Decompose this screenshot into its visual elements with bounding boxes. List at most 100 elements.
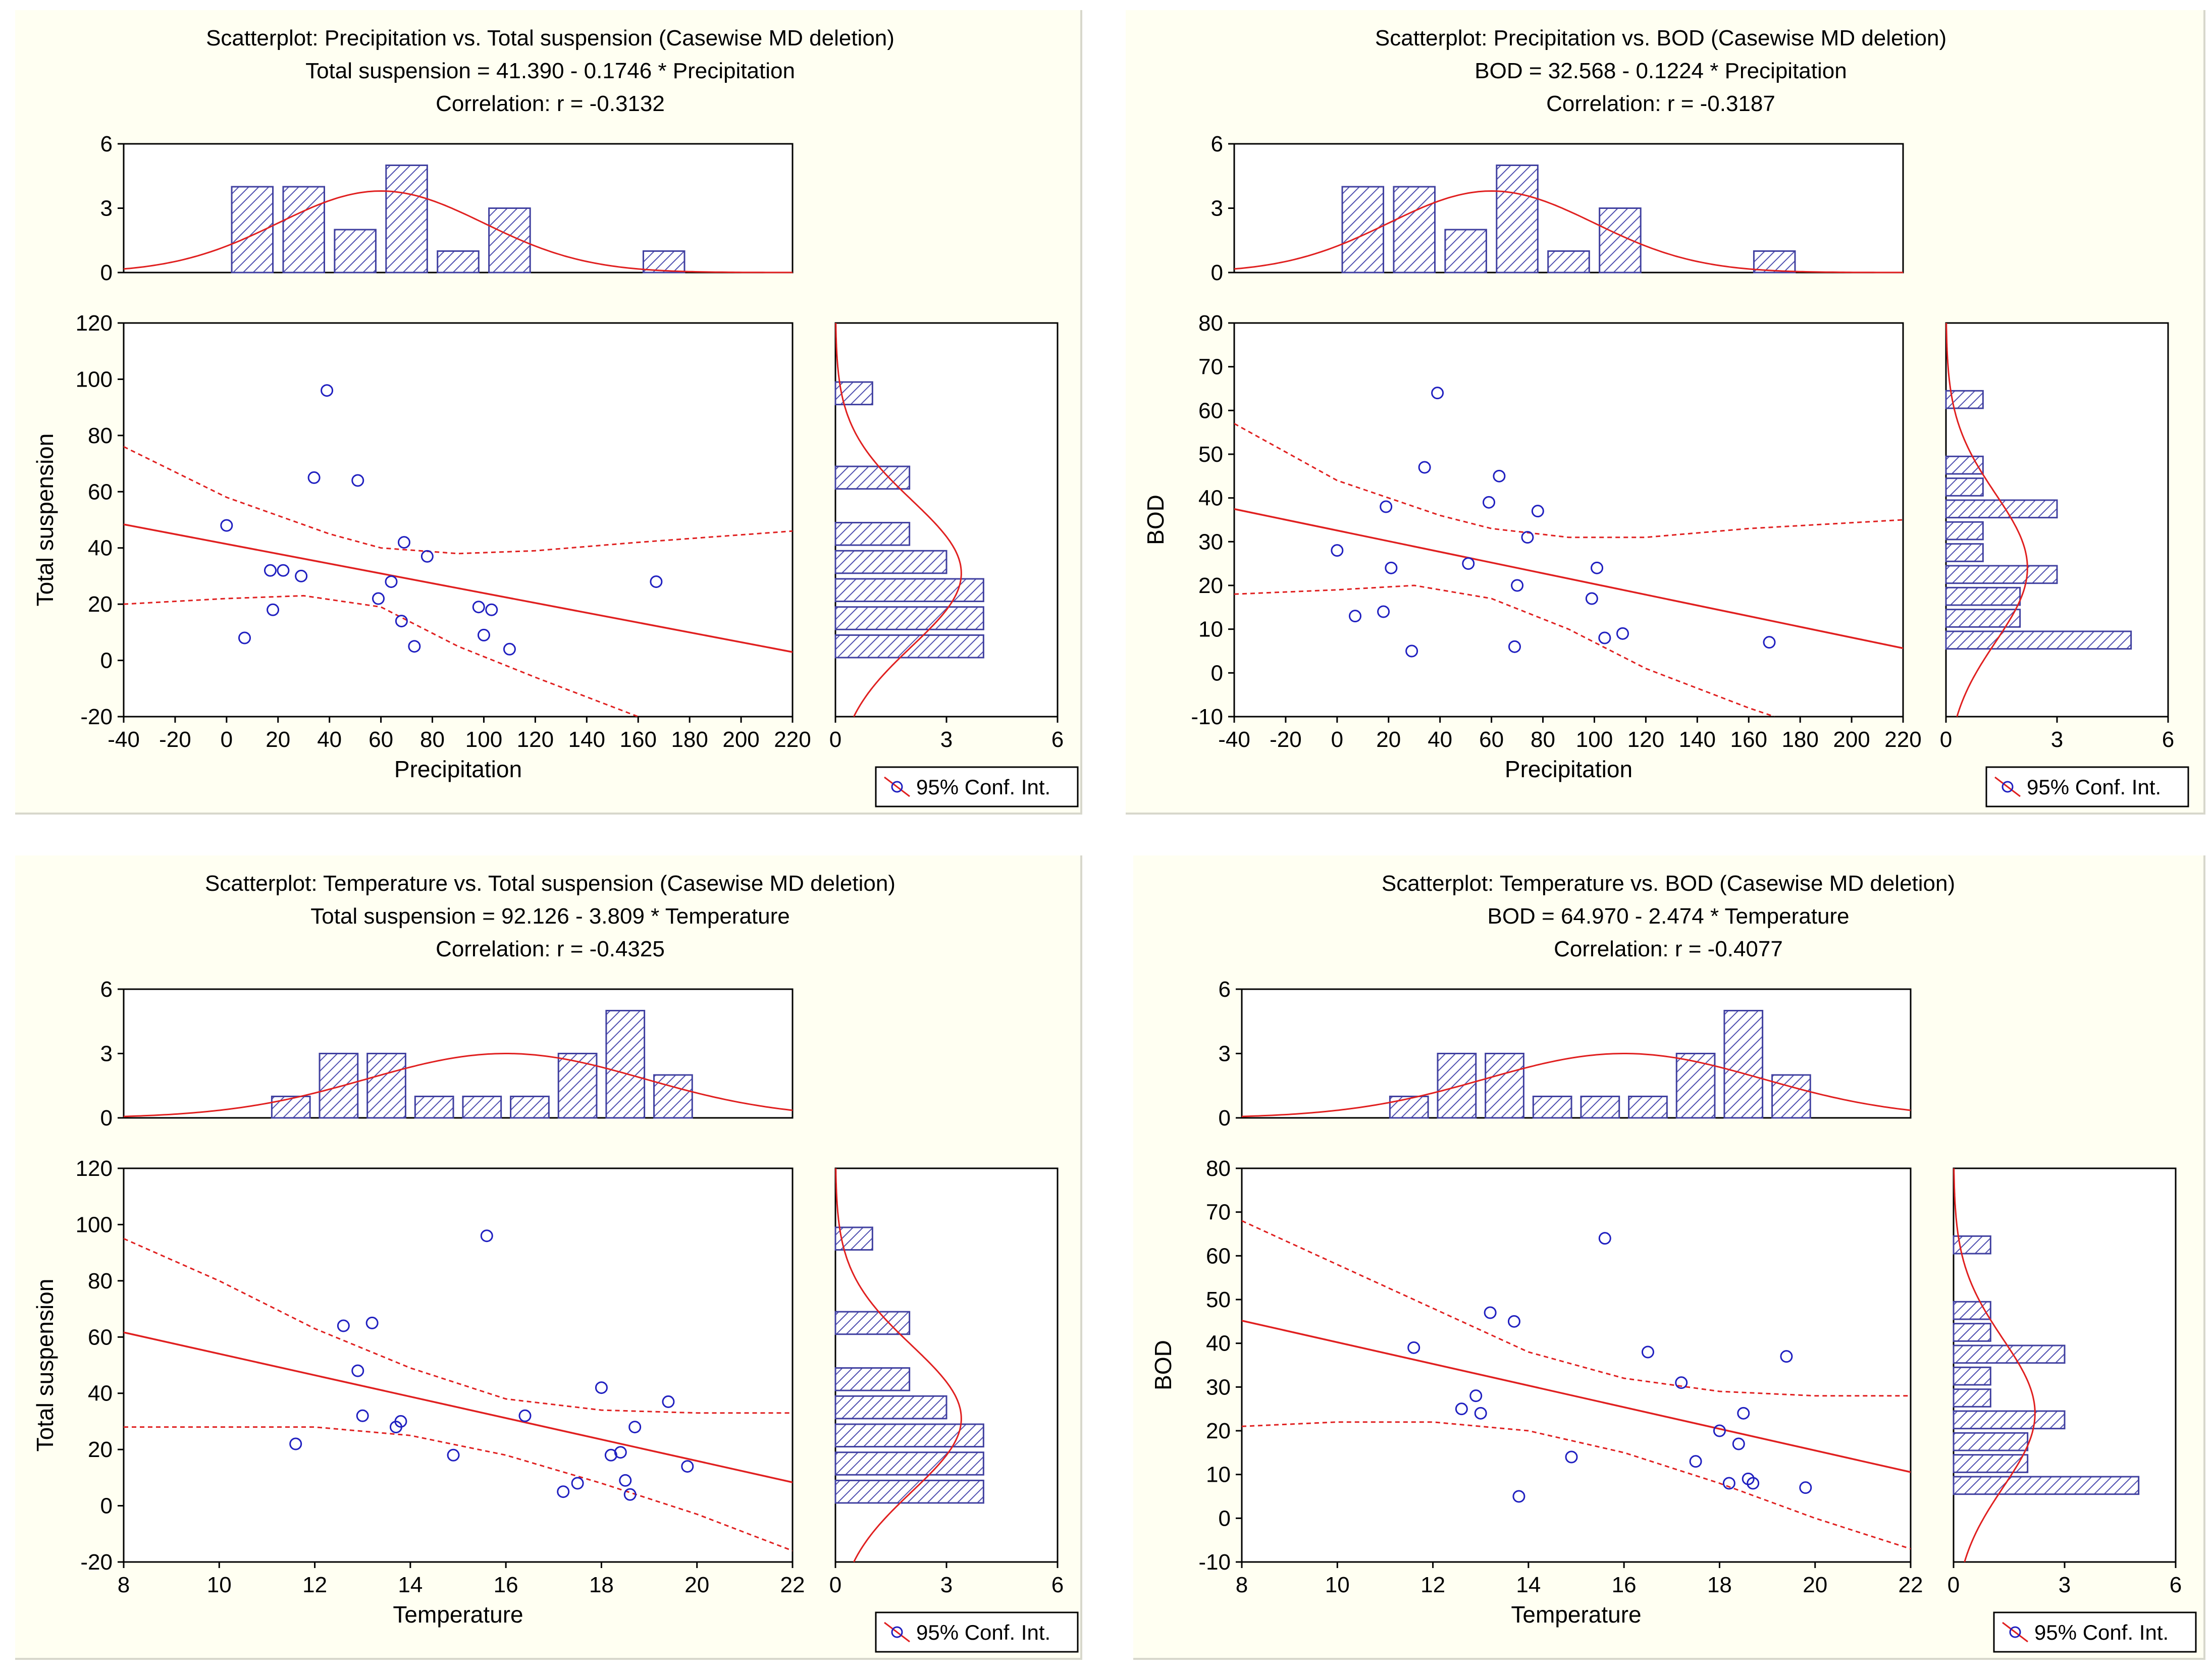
x-tick-label: 220 (774, 727, 811, 752)
legend-point-swatch (2002, 781, 2014, 793)
side-hist-tick-label: 6 (2170, 1573, 2182, 1597)
data-point (1474, 1407, 1487, 1420)
y-tick-label: 80 (1198, 311, 1223, 336)
y-tick-label: 120 (76, 311, 113, 336)
x-tick-label: 14 (398, 1573, 423, 1597)
side-histogram-frame (1945, 322, 2169, 718)
y-tick-label: 60 (1198, 398, 1223, 423)
legend-line-swatch (1994, 776, 2021, 797)
x-tick-label: 18 (589, 1573, 614, 1597)
side-hist-bar (834, 606, 984, 630)
top-hist-bar (282, 186, 326, 274)
chart-svg: Scatterplot: Temperature vs. BOD (Casewi… (1150, 871, 2197, 1653)
y-tick-label: 0 (100, 649, 113, 673)
top-hist-normal-curve (1234, 190, 1903, 274)
top-hist-normal-curve (1241, 1053, 1911, 1117)
y-tick-label: 20 (88, 592, 113, 617)
x-tick-label: -40 (108, 727, 140, 752)
legend-box (875, 766, 1079, 807)
data-point (289, 1437, 302, 1450)
panel-precip-bod: Scatterplot: Precipitation vs. BOD (Case… (1126, 10, 2205, 815)
side-hist-bar (1945, 521, 1984, 541)
side-hist-bar (1945, 586, 2021, 606)
data-point (614, 1446, 627, 1459)
data-point (1512, 1490, 1525, 1503)
side-hist-normal-curve (1945, 322, 2028, 717)
data-point (321, 384, 334, 397)
top-hist-bar (1496, 165, 1539, 274)
side-hist-bar (1953, 1476, 2140, 1495)
x-tick-label: 40 (1428, 727, 1452, 752)
legend-point-swatch (891, 1626, 903, 1638)
data-point (1713, 1424, 1726, 1437)
side-hist-bar (1945, 543, 1984, 562)
data-point (1418, 461, 1431, 474)
data-point (681, 1460, 694, 1473)
top-hist-normal-curve (123, 1053, 793, 1117)
top-hist-bar (1389, 1096, 1429, 1119)
data-point (1407, 1341, 1420, 1354)
x-tick-label: 180 (1781, 727, 1818, 752)
panel-temp-bod: Scatterplot: Temperature vs. BOD (Casewi… (1133, 855, 2205, 1660)
data-point (408, 640, 421, 653)
side-hist-bar (1945, 477, 1984, 497)
data-point (1585, 592, 1598, 605)
side-hist-tick-label: 6 (2162, 727, 2174, 752)
x-tick-label: 10 (207, 1573, 232, 1597)
x-axis-label: Precipitation (394, 756, 522, 782)
ci-upper-band (1242, 1220, 1911, 1397)
legend-box (875, 1611, 1079, 1653)
regression-line (1234, 508, 1903, 650)
side-histogram-frame (1953, 1167, 2177, 1563)
side-hist-tick-label: 3 (2059, 1573, 2071, 1597)
x-tick-label: -20 (159, 727, 191, 752)
y-tick-label: 10 (1206, 1463, 1231, 1487)
x-tick-label: 22 (780, 1573, 805, 1597)
top-hist-bar (1675, 1053, 1716, 1119)
x-axis-label: Temperature (1511, 1601, 1641, 1628)
correlation-label: Correlation: r = -0.4325 (436, 937, 665, 961)
chart-svg: Scatterplot: Temperature vs. Total suspe… (32, 871, 1079, 1653)
data-point (1385, 561, 1398, 574)
data-point (351, 1364, 364, 1377)
data-point (238, 631, 251, 644)
y-tick-label: 120 (76, 1156, 113, 1181)
y-tick-label: 10 (1198, 617, 1223, 642)
x-tick-label: 100 (1576, 727, 1613, 752)
top-hist-bar (319, 1053, 359, 1119)
data-point (1405, 644, 1418, 658)
side-hist-normal-curve (835, 322, 962, 717)
regression-line (1242, 1320, 1911, 1473)
data-point (595, 1381, 608, 1394)
data-point (337, 1319, 350, 1332)
top-hist-bar (1393, 186, 1436, 274)
data-point (1747, 1477, 1760, 1490)
data-point (1380, 500, 1393, 513)
scatter-frame (123, 322, 794, 718)
x-tick-label: 120 (1627, 727, 1664, 752)
data-point (518, 1409, 532, 1422)
x-tick-label: 18 (1707, 1573, 1732, 1597)
scatter-plot-area (1234, 387, 1903, 717)
legend: 95% Conf. Int. (875, 766, 1079, 807)
top-hist-bar (1485, 1053, 1524, 1119)
chart-title: Scatterplot: Temperature vs. BOD (Casewi… (1382, 871, 1955, 896)
y-tick-label: 100 (76, 367, 113, 392)
correlation-label: Correlation: r = -0.3132 (436, 91, 665, 116)
x-axis-label: Temperature (393, 1601, 523, 1628)
data-point (1722, 1477, 1735, 1490)
data-point (1521, 531, 1534, 544)
side-hist-bar (1953, 1366, 1991, 1386)
legend-label: 95% Conf. Int. (2027, 775, 2161, 799)
data-point (1689, 1455, 1702, 1468)
data-point (1732, 1437, 1745, 1450)
data-point (628, 1421, 642, 1434)
side-hist-bar (1945, 565, 2058, 584)
side-hist-bar (1945, 609, 2021, 628)
top-hist-tick-label: 3 (1219, 1042, 1231, 1066)
scatter-frame (123, 1167, 794, 1563)
y-axis-label: BOD (1142, 495, 1169, 545)
legend-line-swatch (2002, 1622, 2028, 1643)
legend-line-swatch (884, 1622, 910, 1643)
data-point (394, 1415, 407, 1428)
